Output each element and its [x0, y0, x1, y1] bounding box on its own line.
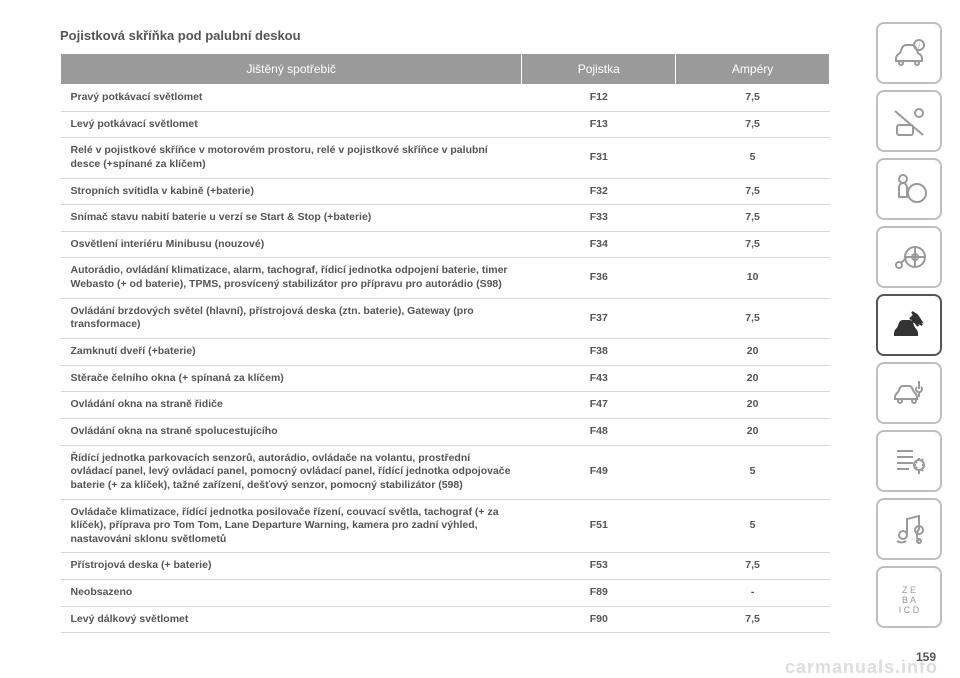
cell-device: Levý potkávací světlomet: [61, 111, 522, 138]
cell-fuse: F33: [522, 205, 676, 232]
steering-key-icon[interactable]: [876, 226, 942, 288]
table-row: Levý dálkový světlometF907,5: [61, 606, 830, 633]
cell-fuse: F51: [522, 499, 676, 553]
cell-amp: 7,5: [676, 85, 830, 112]
cell-fuse: F89: [522, 580, 676, 607]
watermark: carmanuals.info: [785, 657, 938, 678]
table-row: Ovládání okna na straně spolucestujícího…: [61, 418, 830, 445]
cell-amp: 7,5: [676, 553, 830, 580]
airbag-icon[interactable]: [876, 158, 942, 220]
cell-amp: 7,5: [676, 178, 830, 205]
table-row: Řídící jednotka parkovacích senzorů, aut…: [61, 445, 830, 499]
cell-device: Relé v pojistkové skříňce v motorovém pr…: [61, 138, 522, 178]
cell-fuse: F12: [522, 85, 676, 112]
cell-fuse: F31: [522, 138, 676, 178]
audio-media-icon[interactable]: [876, 498, 942, 560]
cell-amp: 5: [676, 138, 830, 178]
cell-amp: 7,5: [676, 111, 830, 138]
cell-device: Stěrače čelního okna (+ spínaná za klíče…: [61, 365, 522, 392]
cell-device: Přístrojová deska (+ baterie): [61, 553, 522, 580]
header-fuse: Pojistka: [522, 54, 676, 85]
table-row: Levý potkávací světlometF137,5: [61, 111, 830, 138]
table-row: Přístrojová deska (+ baterie)F537,5: [61, 553, 830, 580]
cell-device: Ovládání brzdových světel (hlavní), přís…: [61, 298, 522, 338]
svg-text:B A: B A: [902, 595, 916, 605]
cell-amp: 7,5: [676, 231, 830, 258]
cell-fuse: F43: [522, 365, 676, 392]
cell-amp: 10: [676, 258, 830, 298]
cell-amp: 7,5: [676, 606, 830, 633]
header-device: Jištěný spotřebič: [61, 54, 522, 85]
seatbelt-icon[interactable]: [876, 90, 942, 152]
table-row: Zamknutí dveří (+baterie)F3820: [61, 339, 830, 366]
table-row: Ovládání okna na straně řidičeF4720: [61, 392, 830, 419]
table-row: Pravý potkávací světlometF127,5: [61, 85, 830, 112]
section-title: Pojistková skříňka pod palubní deskou: [60, 28, 830, 43]
cell-fuse: F32: [522, 178, 676, 205]
cell-device: Zamknutí dveří (+baterie): [61, 339, 522, 366]
cell-amp: 5: [676, 445, 830, 499]
cell-fuse: F38: [522, 339, 676, 366]
cell-device: Řídící jednotka parkovacích senzorů, aut…: [61, 445, 522, 499]
settings-list-icon[interactable]: [876, 430, 942, 492]
cell-amp: 20: [676, 339, 830, 366]
cell-device: Osvětlení interiéru Minibusu (nouzové): [61, 231, 522, 258]
table-row: Ovládání brzdových světel (hlavní), přís…: [61, 298, 830, 338]
crash-icon[interactable]: [876, 294, 942, 356]
cell-fuse: F90: [522, 606, 676, 633]
table-row: Snímač stavu nabití baterie u verzí se S…: [61, 205, 830, 232]
cell-device: Ovládání okna na straně spolucestujícího: [61, 418, 522, 445]
car-service-icon[interactable]: [876, 362, 942, 424]
cell-fuse: F37: [522, 298, 676, 338]
cell-device: Levý dálkový světlomet: [61, 606, 522, 633]
table-row: Osvětlení interiéru Minibusu (nouzové)F3…: [61, 231, 830, 258]
cell-fuse: F34: [522, 231, 676, 258]
cell-device: Ovládače klimatizace, řídící jednotka po…: [61, 499, 522, 553]
table-row: Stěrače čelního okna (+ spínaná za klíče…: [61, 365, 830, 392]
side-icon-strip: iZ EB AI C D: [876, 22, 938, 628]
index-icon[interactable]: Z EB AI C D: [876, 566, 942, 628]
cell-fuse: F47: [522, 392, 676, 419]
fuse-table: Jištěný spotřebič Pojistka Ampéry Pravý …: [60, 53, 830, 633]
cell-device: Neobsazeno: [61, 580, 522, 607]
cell-fuse: F36: [522, 258, 676, 298]
table-row: Ovládače klimatizace, řídící jednotka po…: [61, 499, 830, 553]
table-row: NeobsazenoF89-: [61, 580, 830, 607]
cell-amp: 7,5: [676, 298, 830, 338]
car-info-icon[interactable]: i: [876, 22, 942, 84]
cell-device: Pravý potkávací světlomet: [61, 85, 522, 112]
cell-fuse: F53: [522, 553, 676, 580]
table-row: Stropních svítidla v kabině (+baterie)F3…: [61, 178, 830, 205]
cell-amp: -: [676, 580, 830, 607]
svg-text:Z E: Z E: [902, 585, 916, 595]
cell-fuse: F49: [522, 445, 676, 499]
header-amp: Ampéry: [676, 54, 830, 85]
cell-amp: 5: [676, 499, 830, 553]
cell-fuse: F48: [522, 418, 676, 445]
table-row: Relé v pojistkové skříňce v motorovém pr…: [61, 138, 830, 178]
cell-device: Stropních svítidla v kabině (+baterie): [61, 178, 522, 205]
cell-device: Snímač stavu nabití baterie u verzí se S…: [61, 205, 522, 232]
svg-text:I C D: I C D: [899, 605, 920, 615]
cell-amp: 7,5: [676, 205, 830, 232]
cell-amp: 20: [676, 392, 830, 419]
cell-amp: 20: [676, 365, 830, 392]
cell-amp: 20: [676, 418, 830, 445]
cell-fuse: F13: [522, 111, 676, 138]
table-row: Autorádio, ovládání klimatizace, alarm, …: [61, 258, 830, 298]
cell-device: Ovládání okna na straně řidiče: [61, 392, 522, 419]
cell-device: Autorádio, ovládání klimatizace, alarm, …: [61, 258, 522, 298]
